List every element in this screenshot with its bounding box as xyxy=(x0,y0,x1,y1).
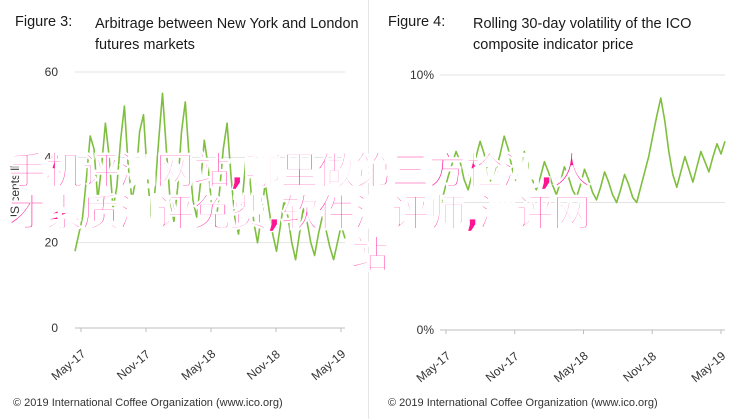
y-tick-label: 20 xyxy=(45,236,59,250)
x-tick-label: May-18 xyxy=(551,349,591,386)
figure-3-panel: Figure 3: Arbitrage between New York and… xyxy=(0,0,360,419)
y-tick-label: 0 xyxy=(51,321,58,335)
x-tick-label: Nov-18 xyxy=(244,347,283,383)
series-line xyxy=(439,97,726,208)
figure-4-panel: Figure 4: Rolling 30-day volatility of t… xyxy=(378,0,739,419)
figure-label: Figure 3: xyxy=(15,14,73,30)
x-tick-label: May-19 xyxy=(689,349,729,386)
copyright-note: © 2019 International Coffee Organization… xyxy=(13,397,283,409)
x-tick-label: Nov-17 xyxy=(483,349,522,385)
overlay-line-3: 站 xyxy=(350,233,389,277)
overlay-line-1: 手机评测网站,哪里做第三方检测,人 xyxy=(7,149,591,193)
y-tick-label: 60 xyxy=(45,65,59,79)
x-tick-label: May-19 xyxy=(309,347,349,384)
overlay-text: 手机评测网站,哪里做第三方检测,人 才素质测评免费,软件测评师,测评网 站 xyxy=(0,149,739,277)
overlay-line-2: 才素质测评免费,软件测评师,测评网 xyxy=(7,191,591,235)
volatility-chart: 0% 10% May-17 Nov-17 May-18 Nov-18 May-19 xyxy=(410,68,729,386)
panel-divider xyxy=(368,0,369,419)
x-tick-label: Nov-18 xyxy=(620,349,659,385)
copyright-note: © 2019 International Coffee Organization… xyxy=(388,397,658,409)
figure-label: Figure 4: xyxy=(388,14,446,30)
chart-title: Rolling 30-day volatility of the ICO com… xyxy=(473,16,692,53)
chart-title: Arbitrage between New York and London fu… xyxy=(95,16,359,53)
series-line xyxy=(74,92,346,261)
x-tick-label: May-18 xyxy=(179,347,219,384)
y-tick-label: 40 xyxy=(45,150,59,164)
arbitrage-chart: 0 20 40 60 May-17 Nov-17 May-18 Nov-18 May-19 xyxy=(45,65,349,384)
y-tick-label: 0% xyxy=(417,323,435,337)
x-tick-label: May-17 xyxy=(414,349,454,386)
x-tick-label: May-17 xyxy=(49,347,89,384)
y-tick-label: 10% xyxy=(410,68,434,82)
x-tick-label: Nov-17 xyxy=(114,347,153,383)
